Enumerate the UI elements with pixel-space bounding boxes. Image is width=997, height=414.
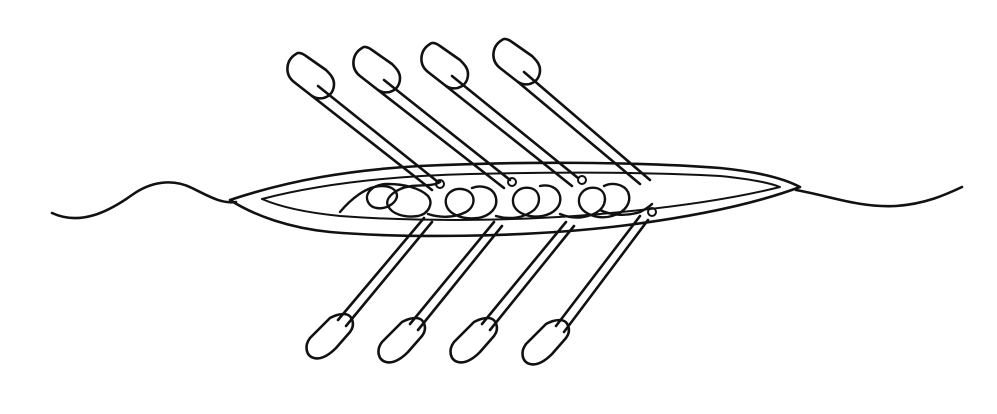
bottom-oar-3 <box>449 220 576 364</box>
rower-4 <box>558 182 631 219</box>
bottom-oars <box>305 214 650 366</box>
bottom-oar-2 <box>377 220 504 364</box>
rower-2 <box>426 185 498 220</box>
rower-connector <box>598 202 654 216</box>
oarlocks <box>435 175 657 217</box>
rower-3 <box>494 184 562 220</box>
top-oar-2 <box>352 45 512 190</box>
ink-group <box>50 37 964 366</box>
top-oars <box>286 37 652 192</box>
water-line-right <box>794 185 964 208</box>
bottom-oar-1 <box>305 216 434 360</box>
rower-1 <box>338 180 442 218</box>
top-oar-4 <box>492 37 652 186</box>
bottom-oar-4 <box>521 214 650 366</box>
rowers <box>338 180 654 220</box>
top-oar-3 <box>420 41 580 188</box>
top-oar-1 <box>286 51 440 192</box>
boat-inner-line <box>261 171 781 221</box>
water-line-left <box>50 181 238 220</box>
